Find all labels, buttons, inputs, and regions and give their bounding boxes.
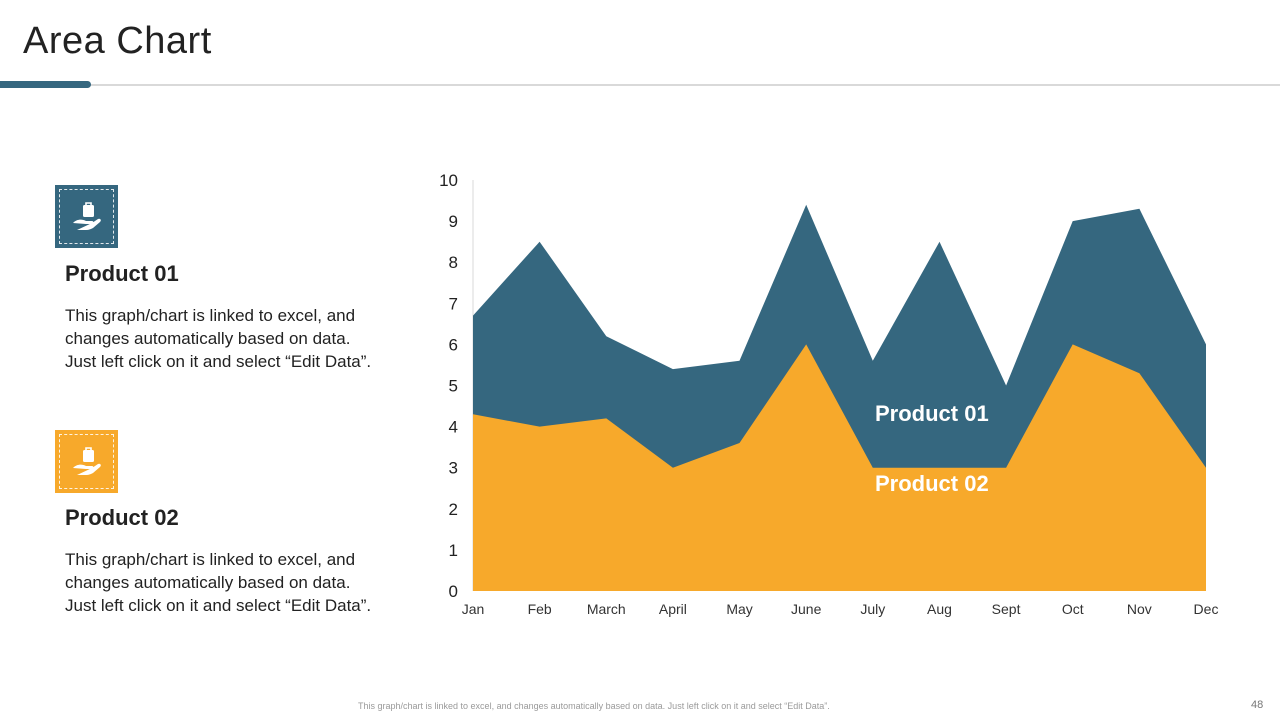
product-01-description: This graph/chart is linked to excel, and… bbox=[65, 306, 372, 371]
x-tick-label: Sept bbox=[992, 601, 1021, 617]
page-title: Area Chart bbox=[23, 20, 212, 62]
y-tick-label: 4 bbox=[449, 418, 458, 437]
x-tick-label: Dec bbox=[1194, 601, 1219, 617]
hand-holding-bag-icon bbox=[72, 201, 101, 230]
x-tick-label: May bbox=[726, 601, 752, 617]
x-tick-label: Oct bbox=[1062, 601, 1084, 617]
product-01-icon-box bbox=[55, 185, 118, 248]
y-tick-label: 0 bbox=[449, 582, 458, 601]
x-tick-label: April bbox=[659, 601, 687, 617]
product-02-heading: Product 02 bbox=[65, 505, 179, 530]
product-02-icon-box bbox=[55, 430, 118, 493]
y-tick-label: 6 bbox=[449, 335, 458, 354]
x-tick-label: Nov bbox=[1127, 601, 1152, 617]
footer-note: This graph/chart is linked to excel, and… bbox=[358, 701, 830, 711]
y-tick-label: 5 bbox=[449, 377, 458, 396]
title-accent-bar bbox=[0, 81, 91, 88]
y-tick-label: 2 bbox=[449, 500, 458, 519]
x-tick-label: Aug bbox=[927, 601, 952, 617]
y-tick-label: 9 bbox=[449, 212, 458, 231]
series-label-2: Product 02 bbox=[875, 471, 989, 496]
y-tick-label: 3 bbox=[449, 459, 458, 478]
y-tick-label: 7 bbox=[449, 294, 458, 313]
y-tick-label: 10 bbox=[439, 171, 458, 190]
x-tick-label: Feb bbox=[528, 601, 552, 617]
product-02-description: This graph/chart is linked to excel, and… bbox=[65, 550, 372, 615]
area-series-2 bbox=[473, 344, 1206, 591]
page-number: 48 bbox=[1251, 699, 1264, 711]
product-01-heading: Product 01 bbox=[65, 261, 179, 286]
title-divider bbox=[0, 84, 1280, 86]
series-label-1: Product 01 bbox=[875, 401, 989, 426]
x-tick-label: June bbox=[791, 601, 822, 617]
x-tick-label: March bbox=[587, 601, 626, 617]
y-tick-label: 8 bbox=[449, 253, 458, 272]
x-tick-label: July bbox=[860, 601, 885, 617]
y-tick-label: 1 bbox=[449, 541, 458, 560]
hand-holding-bag-icon bbox=[72, 446, 101, 475]
x-tick-label: Jan bbox=[462, 601, 485, 617]
